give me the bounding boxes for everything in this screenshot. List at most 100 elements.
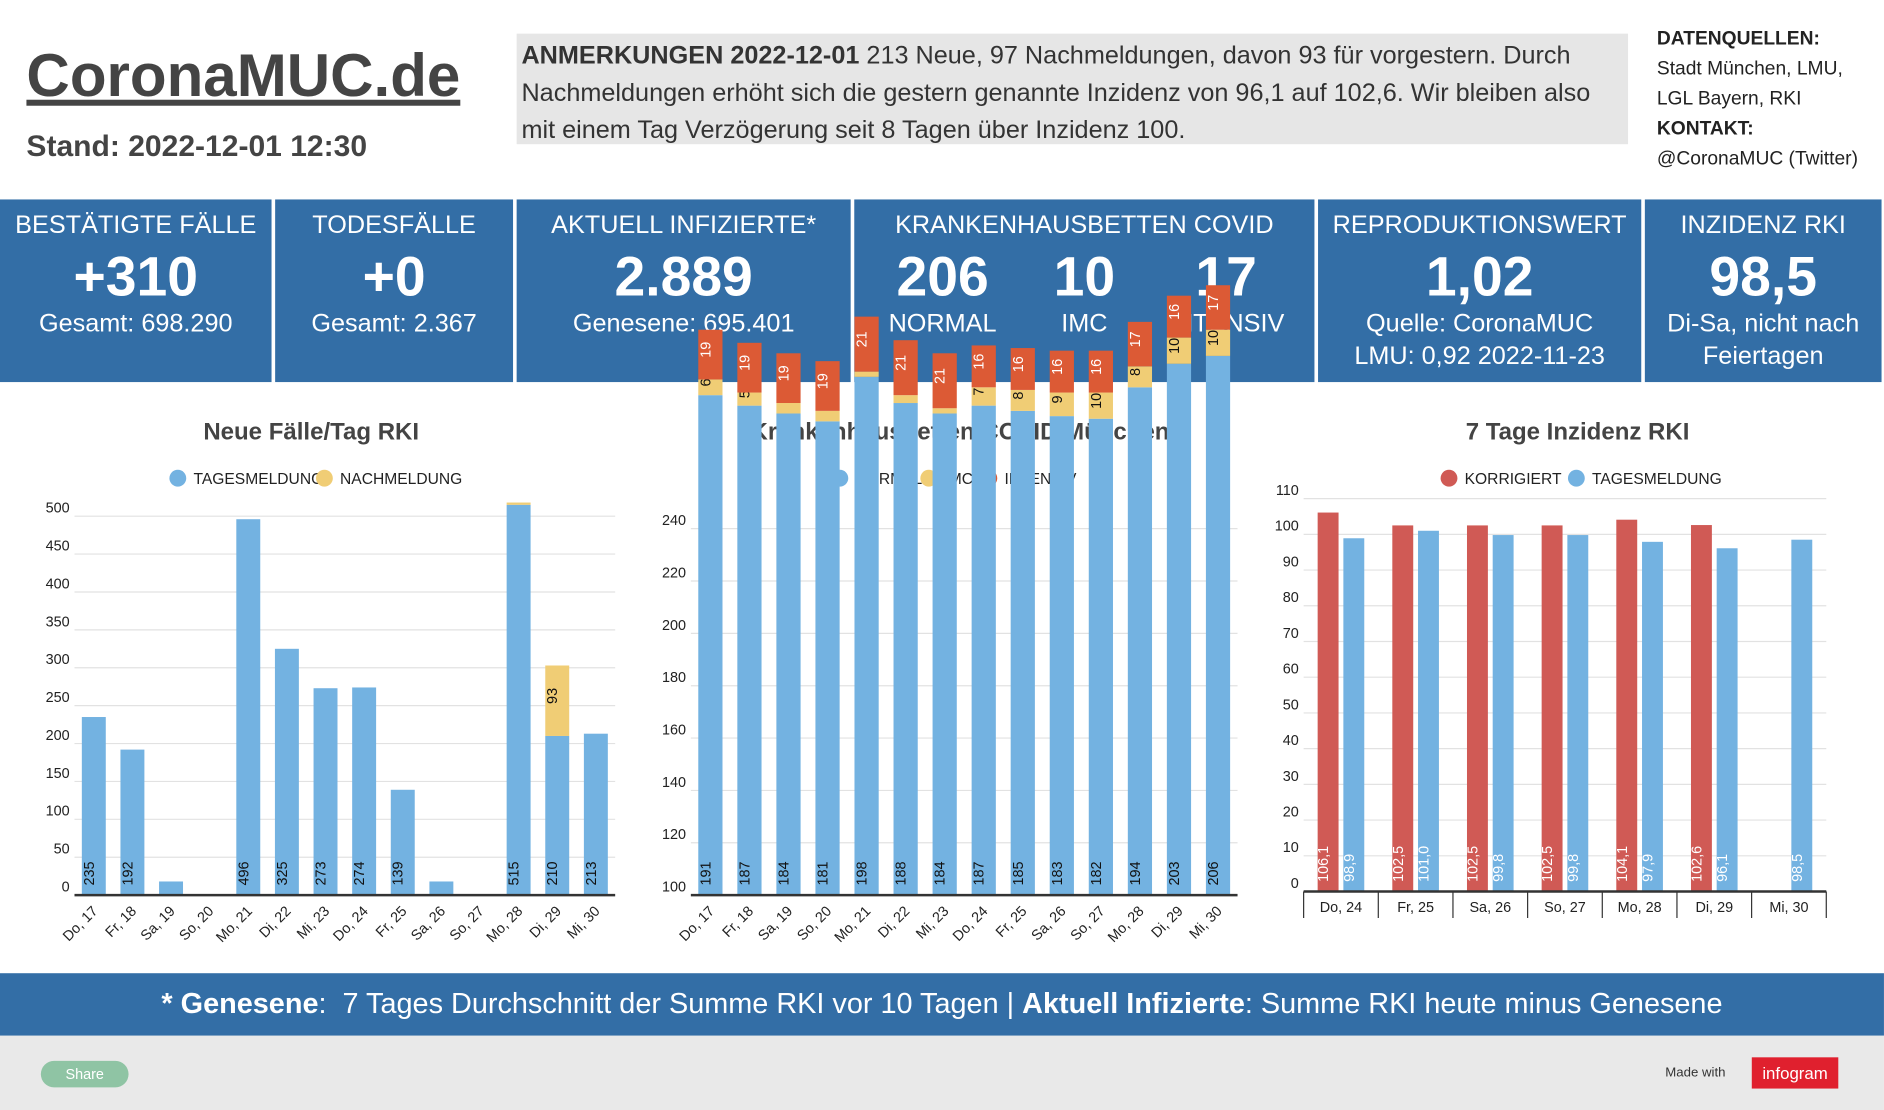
share-button[interactable]: Share (40, 1060, 129, 1088)
value-label: 10 (1167, 338, 1183, 354)
value-label: 102,6 (1689, 846, 1705, 882)
bar-segment (971, 345, 996, 388)
value-label: 191 (698, 861, 714, 885)
x-tick-label: Mo, 28 (1618, 900, 1662, 916)
contact-heading: KONTAKT: (1656, 118, 1754, 140)
x-tick-label: Sa, 26 (1029, 903, 1070, 944)
footer-text: : 7 Tages Durchschnitt der Summe RKI vor… (318, 987, 1023, 1021)
kpi-title: TODESFÄLLE (312, 211, 476, 240)
kpi-value: +310 (73, 245, 199, 308)
value-label: 102,5 (1391, 846, 1407, 882)
x-tick-label: Mi, 30 (1769, 900, 1808, 916)
value-label: 496 (236, 861, 252, 885)
brand[interactable]: infogram (1751, 1057, 1839, 1089)
value-label: 188 (894, 861, 910, 885)
value-label: 16 (1050, 359, 1066, 375)
x-tick-label: Do, 24 (950, 903, 991, 944)
value-label: 16 (972, 354, 988, 370)
bar-segment (698, 379, 723, 396)
bar-segment (854, 316, 879, 372)
x-tick-label: Mo, 21 (213, 903, 255, 945)
y-tick-label: 110 (1276, 483, 1299, 499)
bar-segment (1127, 321, 1153, 367)
bar-segment (1205, 329, 1231, 356)
x-tick-label: Di, 22 (257, 903, 295, 941)
x-tick-label: Fr, 18 (720, 903, 757, 940)
legend-label: TAGESMELDUNG (1592, 471, 1722, 488)
value-label: 21 (933, 368, 949, 384)
value-label: 96,1 (1715, 854, 1731, 882)
value-label: 210 (545, 861, 561, 885)
bar-segment (1049, 392, 1074, 417)
y-tick-label: 140 (662, 775, 686, 791)
bar-segment (737, 342, 762, 393)
kpi-box: TODESFÄLLE +0 Gesamt: 2.367 (275, 199, 514, 383)
made-with: Made with (1665, 1065, 1726, 1081)
bar-segment (1127, 366, 1153, 388)
bar (1392, 525, 1414, 892)
legend-label: TAGESMELDUNG (193, 471, 323, 488)
value-label: 187 (972, 861, 988, 885)
value-label: 181 (816, 861, 832, 885)
value-label: 21 (855, 331, 871, 347)
x-tick-label: Sa, 26 (1469, 900, 1511, 916)
bar-segment (1088, 418, 1113, 896)
bar-segment (390, 789, 415, 896)
bar-segment (313, 688, 338, 896)
bar (1791, 539, 1813, 892)
value-label: 198 (855, 861, 871, 885)
kpi-sub: LMU: 0,92 2022-11-23 (1354, 342, 1605, 371)
notes-heading: ANMERKUNGEN 2022-12-01 (521, 42, 860, 70)
x-tick-label: So, 20 (794, 903, 835, 944)
kpi-title: KRANKENHAUSBETTEN COVID (895, 211, 1274, 240)
bar-segment (698, 329, 723, 380)
bar-segment (893, 395, 918, 404)
value-label: 101,0 (1416, 846, 1432, 882)
x-tick-label: Do, 24 (330, 903, 371, 944)
share-label[interactable]: Share (65, 1065, 104, 1083)
bar (1716, 548, 1738, 892)
kpi-value: 2.889 (614, 245, 753, 308)
value-label: 273 (314, 861, 330, 885)
x-tick-label: Mi, 30 (1187, 903, 1226, 942)
x-tick-label: Di, 29 (527, 903, 565, 941)
chart-title: Neue Fälle/Tag RKI (203, 419, 419, 446)
bar-segment (274, 648, 299, 896)
y-tick-label: 80 (1283, 590, 1299, 606)
x-tick-label: Mo, 28 (484, 903, 526, 945)
bar-segment (120, 749, 145, 896)
sources-line: Stadt München, LMU, (1656, 58, 1843, 80)
value-label: 19 (698, 342, 714, 358)
bar-segment (506, 504, 531, 896)
bar-segment (1127, 387, 1153, 896)
bar (1616, 519, 1638, 892)
value-label: 8 (1128, 368, 1144, 376)
value-label: 185 (1011, 861, 1027, 885)
y-tick-label: 400 (46, 576, 70, 592)
value-label: 9 (1050, 396, 1066, 404)
x-tick-label: So, 27 (1068, 903, 1109, 944)
notes-text: 213 Neue, 97 Nachmeldungen, davon 93 für… (521, 42, 1591, 145)
x-tick-label: Di, 29 (1695, 900, 1733, 916)
bar-segment (932, 408, 957, 414)
bar-segment (932, 413, 957, 896)
x-tick-label: Fr, 18 (103, 903, 140, 940)
y-tick-label: 180 (662, 670, 686, 686)
x-tick-label: Fr, 25 (373, 903, 410, 940)
x-tick-label: So, 20 (177, 903, 218, 944)
bottom-bar: Share Made with infogram (0, 1035, 1884, 1110)
value-label: 515 (507, 861, 523, 885)
x-tick-label: Mi, 23 (294, 903, 333, 942)
kpi-value: 98,5 (1709, 245, 1817, 308)
bar-segment (698, 395, 723, 896)
bar-segment (1166, 337, 1192, 364)
bar-segment (236, 519, 261, 896)
y-tick-label: 450 (46, 538, 70, 554)
y-tick-label: 40 (1283, 733, 1299, 749)
bar-segment (1010, 389, 1035, 411)
bar-segment (932, 353, 957, 409)
bar (1317, 512, 1339, 892)
site-title[interactable]: CoronaMUC.de (26, 42, 461, 110)
y-tick-label: 100 (662, 880, 686, 896)
bar-segment (1166, 295, 1192, 338)
